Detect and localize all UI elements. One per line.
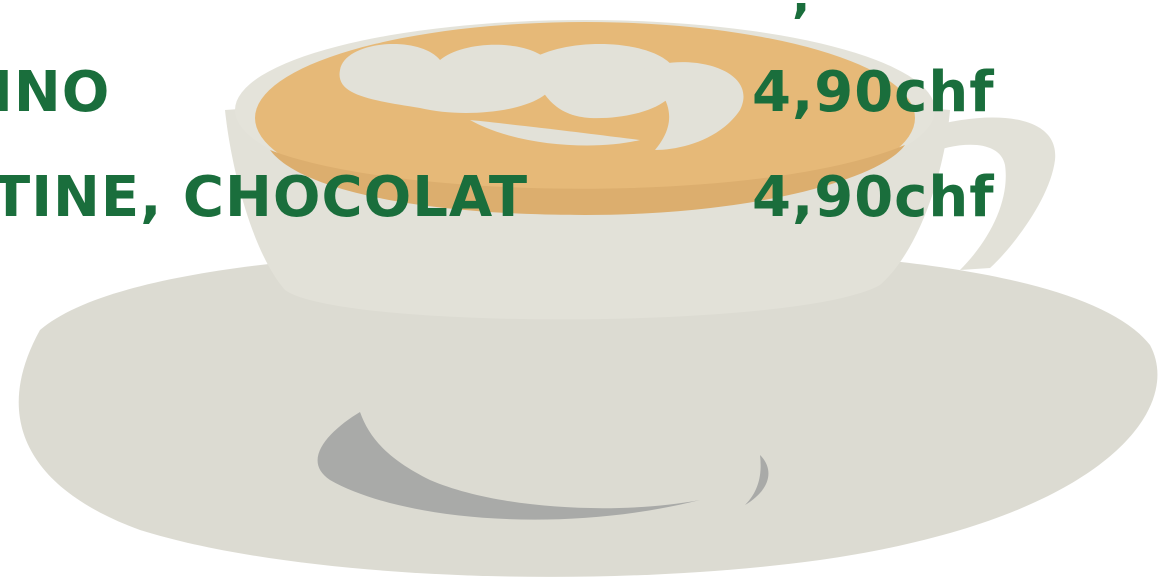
saucer	[18, 247, 1158, 577]
menu-item-name: TINE, CHOCOLAT	[0, 165, 529, 230]
latte-art	[339, 43, 556, 113]
menu-item-price: 4,90chf	[752, 165, 995, 230]
cup-shadow	[317, 412, 700, 520]
menu-item-name: INO	[0, 60, 111, 125]
cup-handle	[920, 117, 1056, 270]
stray-comma-fragment: ,	[792, 0, 811, 20]
menu-item-price: 4,90chf	[752, 60, 995, 125]
